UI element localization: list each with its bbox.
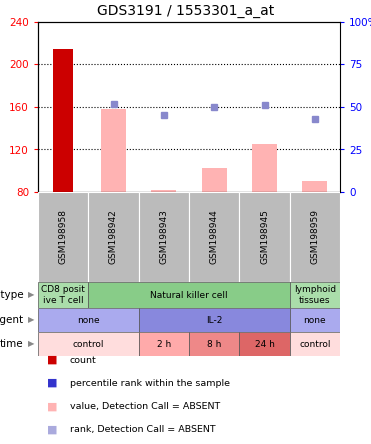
Text: GSM198945: GSM198945 — [260, 210, 269, 265]
Text: time: time — [0, 339, 23, 349]
Bar — [139, 192, 189, 282]
Text: ■: ■ — [47, 355, 58, 365]
Text: percentile rank within the sample: percentile rank within the sample — [69, 379, 230, 388]
Text: CD8 posit
ive T cell: CD8 posit ive T cell — [41, 285, 85, 305]
Text: 8 h: 8 h — [207, 340, 221, 349]
Text: value, Detection Call = ABSENT: value, Detection Call = ABSENT — [69, 402, 220, 411]
Bar — [139, 308, 290, 332]
Bar — [139, 332, 189, 356]
Bar — [201, 167, 227, 192]
Text: GSM198942: GSM198942 — [109, 210, 118, 264]
Text: 2 h: 2 h — [157, 340, 171, 349]
Bar — [189, 192, 239, 282]
Text: ■: ■ — [47, 401, 58, 411]
Text: cell type: cell type — [0, 290, 23, 300]
Bar — [38, 332, 139, 356]
Bar — [252, 144, 277, 192]
Bar — [38, 282, 88, 308]
Bar — [53, 48, 73, 192]
Text: rank, Detection Call = ABSENT: rank, Detection Call = ABSENT — [69, 425, 215, 434]
Text: control: control — [73, 340, 104, 349]
Bar — [101, 109, 126, 192]
Bar — [38, 308, 139, 332]
Text: none: none — [77, 316, 100, 325]
Text: GSM198943: GSM198943 — [159, 210, 168, 265]
Text: GSM198959: GSM198959 — [310, 210, 319, 265]
Bar — [290, 332, 340, 356]
Text: IL-2: IL-2 — [206, 316, 222, 325]
Text: GDS3191 / 1553301_a_at: GDS3191 / 1553301_a_at — [97, 4, 274, 18]
Bar — [239, 332, 290, 356]
Text: ▶: ▶ — [28, 340, 34, 349]
Bar — [189, 332, 239, 356]
Text: count: count — [69, 356, 96, 365]
Text: ▶: ▶ — [28, 290, 34, 300]
Text: Natural killer cell: Natural killer cell — [150, 290, 228, 300]
Bar — [290, 308, 340, 332]
Text: GSM198944: GSM198944 — [210, 210, 219, 264]
Bar — [290, 192, 340, 282]
Text: agent: agent — [0, 315, 23, 325]
Text: none: none — [303, 316, 326, 325]
Text: ■: ■ — [47, 378, 58, 388]
Text: lymphoid
tissues: lymphoid tissues — [294, 285, 336, 305]
Bar — [302, 182, 328, 192]
Text: ■: ■ — [47, 424, 58, 434]
Text: ▶: ▶ — [28, 316, 34, 325]
Bar — [38, 192, 88, 282]
Bar — [88, 282, 290, 308]
Bar — [239, 192, 290, 282]
Text: 24 h: 24 h — [255, 340, 275, 349]
Bar — [290, 282, 340, 308]
Bar — [88, 192, 139, 282]
Text: GSM198958: GSM198958 — [59, 210, 68, 265]
Bar — [151, 190, 177, 192]
Text: control: control — [299, 340, 331, 349]
